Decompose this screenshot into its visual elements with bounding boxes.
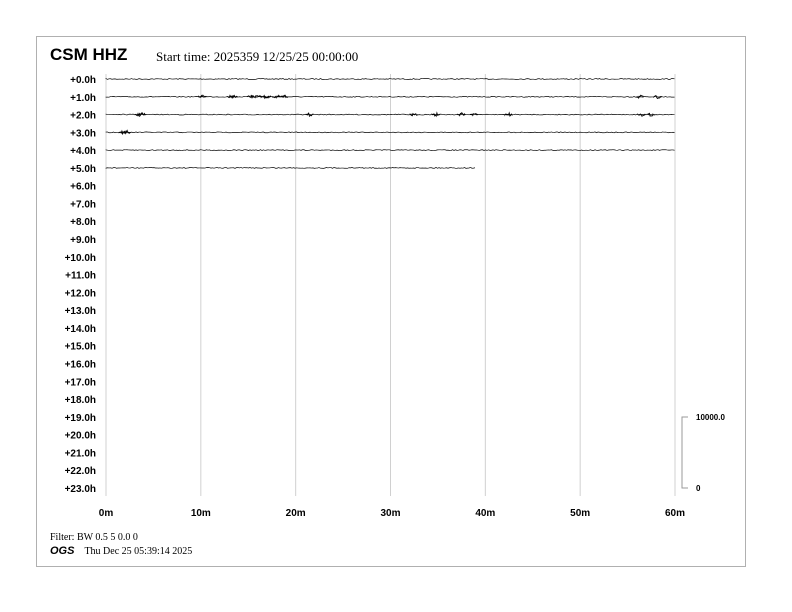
row-label: +16.0h xyxy=(65,359,96,370)
x-tick-label: 10m xyxy=(191,508,211,519)
row-label: +8.0h xyxy=(70,217,96,228)
row-label: +10.0h xyxy=(65,253,96,264)
row-label: +12.0h xyxy=(65,288,96,299)
seismic-event xyxy=(198,94,207,99)
seismic-event xyxy=(137,112,146,117)
scale-top-label: 10000.0 xyxy=(696,413,725,422)
row-label: +4.0h xyxy=(70,146,96,157)
x-tick-label: 40m xyxy=(475,508,495,519)
start-time: Start time: 2025359 12/25/25 00:00:00 xyxy=(156,49,359,64)
seismic-event xyxy=(637,113,646,117)
row-label: +22.0h xyxy=(65,466,96,477)
row-label: +23.0h xyxy=(65,484,96,495)
seismic-event xyxy=(504,111,513,117)
station-title: CSM HHZ xyxy=(50,45,128,64)
seismic-trace xyxy=(105,113,675,116)
seismic-event xyxy=(409,112,419,117)
row-label: +14.0h xyxy=(65,324,96,335)
seismic-event xyxy=(229,94,238,99)
seismic-event xyxy=(280,94,289,99)
seismic-event xyxy=(456,111,466,117)
row-label: +6.0h xyxy=(70,182,96,193)
seismic-event xyxy=(469,113,479,117)
row-label: +9.0h xyxy=(70,235,96,246)
seismic-event xyxy=(431,111,441,118)
seismic-event xyxy=(253,95,262,99)
amplitude-scale-bar xyxy=(681,416,688,489)
row-label: +17.0h xyxy=(65,377,96,388)
row-label: +18.0h xyxy=(65,395,96,406)
row-label: +1.0h xyxy=(70,93,96,104)
scale-bottom-label: 0 xyxy=(696,484,701,493)
row-label: +13.0h xyxy=(65,306,96,317)
seismic-trace xyxy=(105,77,675,80)
row-label: +11.0h xyxy=(65,271,96,282)
row-label: +0.0h xyxy=(70,75,96,86)
seismic-event xyxy=(272,94,281,99)
filter-text: Filter: BW 0.5 5 0.0 0 xyxy=(50,532,138,543)
seismic-event xyxy=(635,94,644,100)
seismic-event xyxy=(646,112,656,117)
seismic-event xyxy=(122,129,131,135)
row-label: +2.0h xyxy=(70,111,96,122)
row-label: +20.0h xyxy=(65,431,96,442)
footer-line: OGS Thu Dec 25 05:39:14 2025 xyxy=(50,545,192,557)
x-tick-label: 50m xyxy=(570,508,590,519)
row-label: +7.0h xyxy=(70,199,96,210)
x-tick-label: 20m xyxy=(286,508,306,519)
org-logo: OGS xyxy=(50,545,75,557)
seismic-event xyxy=(262,95,272,99)
row-label: +19.0h xyxy=(65,413,96,424)
row-label: +15.0h xyxy=(65,342,96,353)
seismic-trace xyxy=(105,167,476,169)
x-tick-label: 60m xyxy=(665,508,685,519)
seismic-trace xyxy=(105,131,675,134)
plot-frame xyxy=(36,36,746,567)
seismic-trace xyxy=(105,149,675,151)
seismic-event xyxy=(653,95,662,99)
row-label: +21.0h xyxy=(65,448,96,459)
row-label: +3.0h xyxy=(70,128,96,139)
generated-time: Thu Dec 25 05:39:14 2025 xyxy=(84,546,193,557)
seismic-event xyxy=(305,112,314,118)
row-label: +5.0h xyxy=(70,164,96,175)
seismic-event xyxy=(246,94,255,99)
x-tick-label: 0m xyxy=(99,508,114,519)
x-tick-label: 30m xyxy=(380,508,400,519)
